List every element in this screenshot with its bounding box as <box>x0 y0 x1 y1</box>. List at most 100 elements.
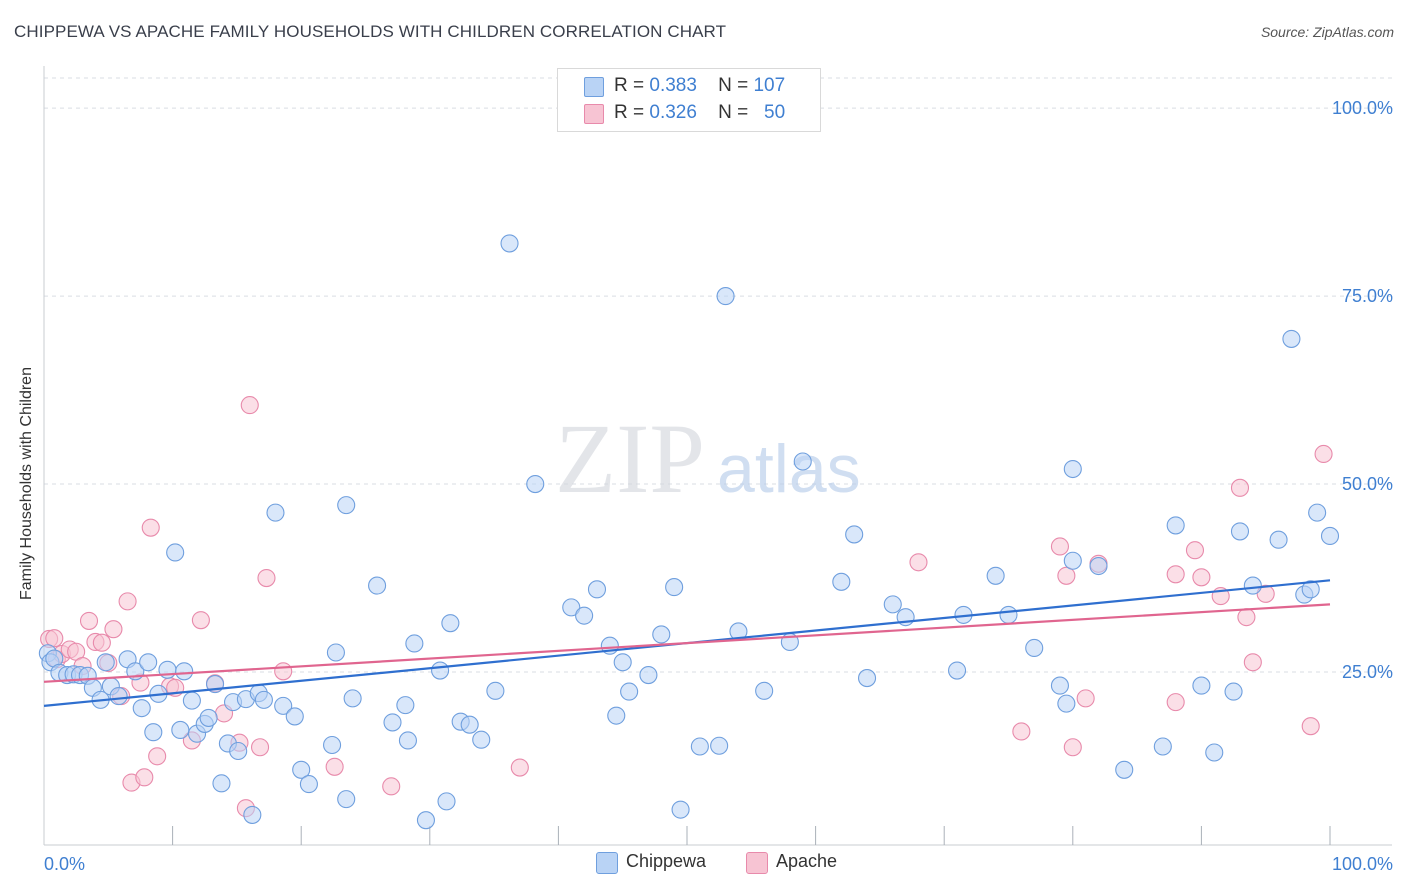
chippewa-point <box>1063 459 1082 479</box>
apache-n-value: 50 <box>764 102 786 123</box>
y-tick-label: 100.0% <box>1332 98 1393 118</box>
apache-point <box>1192 568 1211 587</box>
legend-chippewa-swatch <box>596 852 618 874</box>
watermark-zip: ZIP <box>555 403 705 514</box>
tick-labels: 25.0% 50.0% 75.0% 100.0% 0.0% 100.0% <box>44 98 1393 874</box>
chippewa-point <box>1205 743 1224 762</box>
chippewa-point <box>562 598 581 617</box>
chippewa-point <box>1166 516 1185 535</box>
chippewa-point <box>96 653 115 672</box>
chippewa-point <box>460 715 479 734</box>
apache-point <box>1237 608 1256 627</box>
chippewa-point <box>212 774 231 793</box>
apache-r-value: 0.326 <box>649 102 697 123</box>
chippewa-point <box>755 681 774 700</box>
chippewa-point <box>254 690 273 709</box>
chippewa-point <box>1192 676 1211 695</box>
y-tick-label: 75.0% <box>1342 286 1393 306</box>
chippewa-point <box>274 696 293 715</box>
chippewa-point <box>299 775 318 794</box>
chippewa-point <box>416 811 435 830</box>
chippewa-point <box>431 661 450 680</box>
apache-point <box>1166 693 1185 712</box>
chippewa-point <box>292 760 311 779</box>
apache-point <box>104 620 123 639</box>
apache-point <box>274 662 293 681</box>
chippewa-point <box>652 625 671 644</box>
chippewa-point <box>1308 503 1327 522</box>
chippewa-point <box>575 606 594 625</box>
legend-apache-label: Apache <box>776 851 838 871</box>
apache-point <box>250 738 270 757</box>
chippewa-point <box>144 723 163 742</box>
chippewa-point <box>613 653 632 672</box>
chippewa-point <box>986 566 1005 585</box>
chippewa-n-label: N = <box>718 75 749 96</box>
apache-point <box>1243 653 1262 672</box>
y-tick-label: 25.0% <box>1342 662 1393 682</box>
chippewa-point <box>793 452 812 471</box>
watermark-atlas: atlas <box>717 431 861 507</box>
apache-point <box>1230 478 1250 497</box>
series-legend: Chippewa Apache <box>0 850 1406 880</box>
trend-lines <box>43 579 1331 707</box>
chippewa-point <box>1057 694 1076 713</box>
chippewa-point <box>243 805 262 824</box>
apache-point <box>1063 738 1082 757</box>
chart-title: CHIPPEWA VS APACHE FAMILY HOUSEHOLDS WIT… <box>14 22 727 41</box>
chippewa-point <box>607 706 626 725</box>
chippewa-point <box>526 475 545 494</box>
chippewa-point <box>229 741 248 761</box>
apache-point <box>92 633 111 652</box>
apache-point <box>191 611 210 630</box>
apache-point <box>909 553 928 572</box>
chippewa-point <box>343 689 362 708</box>
chart-source: Source: ZipAtlas.com <box>1260 24 1394 40</box>
chippewa-point <box>486 681 505 700</box>
chippewa-point <box>948 661 967 680</box>
chippewa-point <box>710 736 729 755</box>
apache-swatch <box>584 104 604 124</box>
chippewa-point <box>1320 526 1340 545</box>
chippewa-point <box>1269 530 1288 549</box>
chippewa-point <box>396 696 415 715</box>
apache-point <box>141 518 160 537</box>
apache-point <box>240 396 259 415</box>
apache-point <box>257 569 276 588</box>
chippewa-point <box>1115 760 1134 779</box>
apache-point <box>510 758 529 777</box>
legend-chippewa-label: Chippewa <box>626 851 707 871</box>
chippewa-point <box>1063 551 1082 570</box>
chippewa-point <box>139 653 158 672</box>
apache-point <box>1057 566 1076 585</box>
chippewa-point <box>857 669 877 688</box>
apache-point <box>1012 722 1031 741</box>
apache-r-label: R = <box>614 102 645 123</box>
chippewa-point <box>1243 576 1262 595</box>
chippewa-point <box>1050 676 1069 695</box>
chippewa-point <box>1230 522 1250 541</box>
chippewa-point <box>1025 638 1044 658</box>
data-points <box>38 234 1340 830</box>
chippewa-point <box>109 687 128 706</box>
chippewa-point <box>999 605 1018 624</box>
chippewa-point <box>285 707 304 726</box>
chippewa-r-label: R = <box>614 75 645 96</box>
chippewa-point <box>716 287 735 306</box>
chippewa-n-value: 107 <box>753 75 786 96</box>
apache-point <box>135 768 154 787</box>
chippewa-point <box>671 800 690 819</box>
apache-point <box>382 777 401 796</box>
apache-point <box>79 611 99 630</box>
chippewa-point <box>175 662 194 681</box>
chippewa-point <box>326 643 345 662</box>
chippewa-swatch <box>584 77 604 97</box>
legend-apache-swatch <box>746 852 768 874</box>
chippewa-point <box>132 699 151 718</box>
chippewa-point <box>405 634 424 653</box>
chippewa-point <box>845 525 864 544</box>
axes <box>43 66 1392 846</box>
chippewa-point <box>1282 329 1301 348</box>
chippewa-point <box>1153 737 1172 756</box>
chippewa-point <box>337 790 356 809</box>
